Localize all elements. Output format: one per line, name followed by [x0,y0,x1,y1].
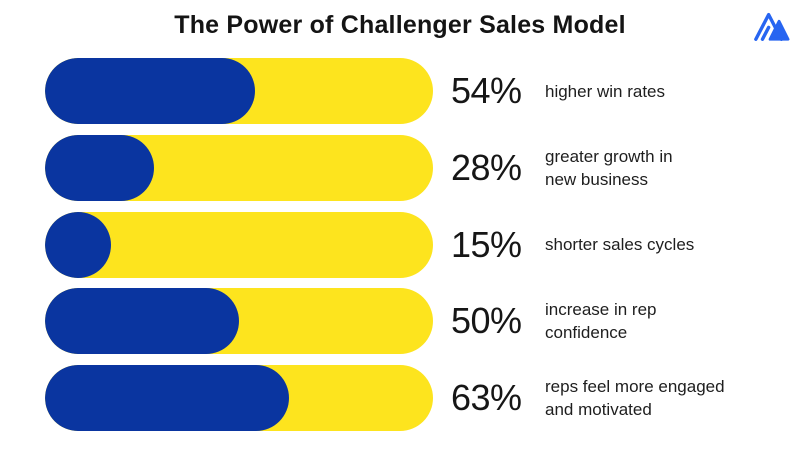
stat-percent: 63% [451,377,522,418]
stat-label: increase in rep confidence [545,300,657,343]
stat-label: greater growth in new business [545,146,673,189]
stat-label: shorter sales cycles [545,235,695,254]
stat-row: 54% higher win rates [45,58,800,124]
bars-list: 54% higher win rates 28% greater growth … [45,58,800,431]
stat-label: reps feel more engaged and motivated [545,377,725,419]
bar-track [45,365,433,431]
bar-track [45,134,433,201]
mountain-peaks-icon [754,12,790,41]
bar-track [45,211,433,278]
bar-fill [45,58,255,124]
stat-percent: 15% [451,223,522,265]
bar-fill [45,211,111,278]
page-title: The Power of Challenger Sales Model [174,11,626,39]
brand-logo [752,8,790,44]
bar-fill [45,288,239,355]
stat-percent: 50% [451,300,522,342]
stat-label: higher win rates [545,81,666,101]
bar-track [45,58,433,124]
stat-percent: 28% [451,146,522,188]
stat-percent: 54% [451,70,522,111]
bar-track [45,288,433,355]
stat-row: 28% greater growth in new business [45,134,800,201]
bar-fill [45,134,154,201]
bar-fill [45,365,290,431]
stat-row: 15% shorter sales cycles [45,211,800,278]
stat-row: 63% reps feel more engaged and motivated [45,365,800,431]
stat-row: 50% increase in rep confidence [45,288,800,355]
